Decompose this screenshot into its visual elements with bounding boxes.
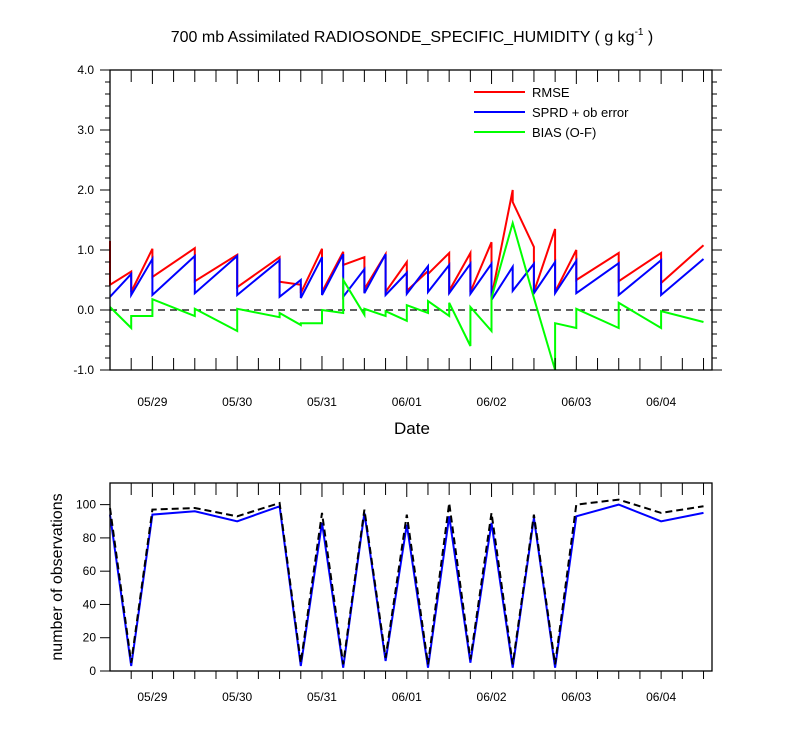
bottom-series-line-0 bbox=[109, 503, 704, 668]
legend-label-1: SPRD + ob error bbox=[532, 105, 629, 120]
top-x-tick-label: 06/03 bbox=[561, 395, 591, 409]
bottom-x-tick-label: 06/02 bbox=[477, 690, 507, 704]
bottom-y-tick-label: 0 bbox=[89, 664, 96, 678]
bottom-y-tick-label: 80 bbox=[83, 531, 97, 545]
top-x-tick-label: 06/02 bbox=[477, 395, 507, 409]
bottom-y-tick-label: 60 bbox=[83, 564, 97, 578]
bottom-x-tick-label: 05/29 bbox=[137, 690, 167, 704]
top-x-tick-label: 06/01 bbox=[392, 395, 422, 409]
top-plot-frame bbox=[109, 69, 713, 371]
top-x-tick-label: 05/31 bbox=[307, 395, 337, 409]
legend-label-0: RMSE bbox=[532, 85, 570, 100]
bottom-y-tick-label: 40 bbox=[83, 597, 97, 611]
top-y-tick-label: 3.0 bbox=[77, 123, 94, 137]
bottom-series-line-1 bbox=[109, 498, 704, 665]
legend-label-2: BIAS (O-F) bbox=[532, 125, 596, 140]
top-y-tick-label: -1.0 bbox=[73, 363, 94, 377]
top-series-line-1 bbox=[109, 253, 705, 304]
bottom-x-tick-label: 06/03 bbox=[561, 690, 591, 704]
bottom-plot-frame bbox=[109, 482, 713, 672]
bottom-y-tick-label: 100 bbox=[76, 498, 96, 512]
top-y-tick-label: 4.0 bbox=[77, 63, 94, 77]
bottom-x-tick-label: 06/04 bbox=[646, 690, 676, 704]
top-series-line-2 bbox=[109, 219, 704, 371]
x-axis-label: Date bbox=[394, 419, 430, 438]
bottom-y-tick-label: 20 bbox=[83, 631, 97, 645]
chart-title: 700 mb Assimilated RADIOSONDE_SPECIFIC_H… bbox=[171, 27, 654, 46]
top-y-tick-label: 0.0 bbox=[77, 303, 94, 317]
bottom-x-tick-label: 06/01 bbox=[392, 690, 422, 704]
y-axis-label-observations: number of observations bbox=[49, 493, 66, 660]
top-x-tick-label: 06/04 bbox=[646, 395, 676, 409]
top-chart-panel: 05/29 05/30 05/31 06/01 06/02 06/03 06/04 -1.0 0… bbox=[73, 63, 722, 409]
bottom-chart-panel: 05/29 05/30 05/31 06/01 06/02 06/03 06/04 0 20 40… bbox=[76, 482, 713, 704]
bottom-x-tick-label: 05/31 bbox=[307, 690, 337, 704]
top-x-tick-label: 05/29 bbox=[137, 395, 167, 409]
bottom-x-tick-label: 05/30 bbox=[222, 690, 252, 704]
legend: RMSE SPRD + ob error BIAS (O-F) bbox=[474, 85, 629, 140]
top-y-tick-label: 2.0 bbox=[77, 183, 94, 197]
top-y-tick-label: 1.0 bbox=[77, 243, 94, 257]
top-x-tick-label: 05/30 bbox=[222, 395, 252, 409]
